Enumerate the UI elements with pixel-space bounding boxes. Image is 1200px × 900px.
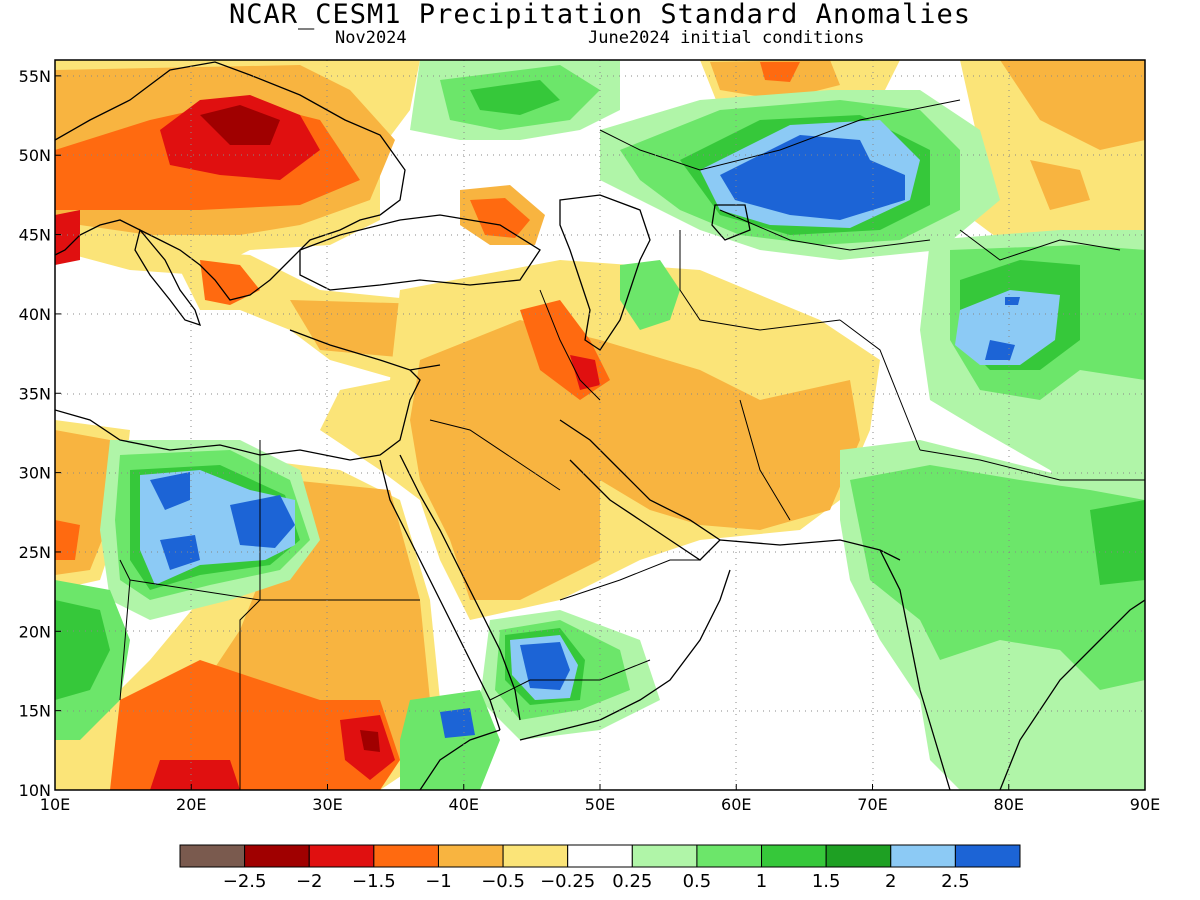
colorbar-label: −0.25 bbox=[540, 871, 595, 892]
lat-tick-label: 30N bbox=[19, 464, 51, 483]
colorbar-swatch bbox=[825, 844, 892, 868]
target-month-label: Nov2024 bbox=[335, 28, 407, 48]
lon-tick-label: 70E bbox=[857, 795, 887, 814]
colorbar-swatch bbox=[373, 844, 439, 868]
dry-anomaly-europe bbox=[55, 60, 420, 275]
colorbar-label: −2 bbox=[296, 871, 323, 892]
wet-anomaly-tibet bbox=[620, 230, 1145, 520]
colorbar-swatch bbox=[244, 844, 310, 868]
latitude-tick-labels: 55N 50N 45N 40N 35N 30N 25N 20N 15N 10N bbox=[19, 67, 61, 800]
colorbar-swatch bbox=[308, 844, 375, 868]
colorbar-swatch bbox=[567, 844, 633, 868]
wet-anomaly-sahara bbox=[55, 440, 320, 740]
colorbar bbox=[179, 844, 1021, 868]
dry-anomaly-black-sea-core bbox=[470, 198, 530, 238]
lon-tick-label: 20E bbox=[176, 795, 206, 814]
colorbar-swatch bbox=[631, 844, 698, 868]
colorbar-label: −2.5 bbox=[223, 871, 267, 892]
lat-tick-label: 50N bbox=[19, 146, 51, 165]
init-conditions-label: June2024 initial conditions bbox=[588, 28, 865, 48]
longitude-tick-labels: 10E 20E 30E 40E 50E 60E 70E 80E 90E bbox=[40, 784, 1160, 814]
lat-tick-label: 10N bbox=[19, 781, 51, 800]
colorbar-label: 1 bbox=[756, 871, 767, 892]
colorbar-labels: −2.5 −2 −1.5 −1 −0.5 −0.25 0.25 0.5 1 1.5 2 2.5 bbox=[223, 871, 970, 892]
lat-tick-label: 35N bbox=[19, 384, 51, 403]
colorbar-label: 0.25 bbox=[612, 871, 652, 892]
lon-tick-label: 80E bbox=[994, 795, 1024, 814]
colorbar-label: 2 bbox=[885, 871, 896, 892]
lat-tick-label: 45N bbox=[19, 226, 51, 245]
colorbar-swatch bbox=[890, 844, 956, 868]
lat-tick-label: 55N bbox=[19, 67, 51, 86]
anomaly-field bbox=[55, 60, 1145, 790]
lat-tick-label: 20N bbox=[19, 622, 51, 641]
lon-tick-label: 10E bbox=[40, 795, 70, 814]
lat-tick-label: 15N bbox=[19, 702, 51, 721]
wet-anomaly-south-asia bbox=[840, 440, 1145, 790]
lat-tick-label: 25N bbox=[19, 543, 51, 562]
colorbar-swatch bbox=[437, 844, 504, 868]
colorbar-swatch bbox=[696, 844, 763, 868]
coastlines bbox=[55, 61, 1145, 790]
lon-tick-label: 60E bbox=[721, 795, 751, 814]
lat-tick-label: 40N bbox=[19, 305, 51, 324]
wet-anomaly-central-asia bbox=[600, 90, 1000, 260]
colorbar-swatch bbox=[502, 844, 569, 868]
lon-tick-label: 90E bbox=[1130, 795, 1160, 814]
map-title: NCAR_CESM1 Precipitation Standard Anomal… bbox=[229, 0, 971, 30]
dry-anomaly-east-africa bbox=[55, 420, 440, 790]
wet-anomaly-russia-west bbox=[410, 60, 620, 140]
colorbar-swatch bbox=[954, 844, 1021, 868]
colorbar-label: 1.5 bbox=[812, 871, 841, 892]
colorbar-label: −1 bbox=[425, 871, 452, 892]
wet-anomaly-yemen bbox=[400, 610, 660, 790]
lon-tick-label: 30E bbox=[312, 795, 342, 814]
lon-tick-label: 50E bbox=[585, 795, 615, 814]
colorbar-label: −1.5 bbox=[352, 871, 396, 892]
colorbar-label: 2.5 bbox=[941, 871, 970, 892]
country-borders bbox=[119, 99, 1145, 790]
lon-tick-label: 40E bbox=[449, 795, 479, 814]
colorbar-swatch bbox=[761, 844, 827, 868]
colorbar-swatch bbox=[179, 844, 246, 868]
colorbar-label: 0.5 bbox=[683, 871, 712, 892]
colorbar-label: −0.5 bbox=[481, 871, 525, 892]
